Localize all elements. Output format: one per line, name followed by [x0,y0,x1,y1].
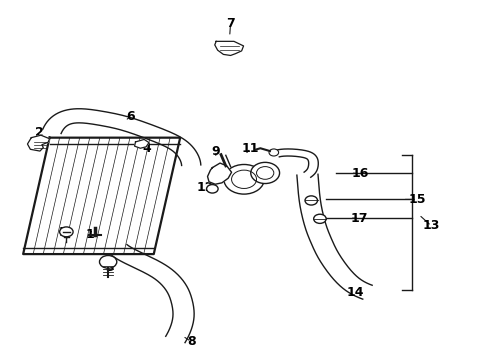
Circle shape [224,165,264,194]
Text: 14: 14 [347,287,364,300]
Circle shape [269,149,279,156]
Text: 12: 12 [197,181,214,194]
Circle shape [251,162,280,184]
Polygon shape [27,135,49,151]
Polygon shape [215,41,244,55]
Text: 3: 3 [105,261,114,274]
Polygon shape [23,138,180,254]
Text: 17: 17 [350,212,368,225]
Text: 13: 13 [423,219,440,232]
Text: 6: 6 [126,110,135,123]
Circle shape [60,227,73,237]
Text: 9: 9 [211,145,220,158]
Text: 2: 2 [35,126,44,139]
Text: 11: 11 [242,142,260,155]
Text: 5: 5 [59,226,68,239]
Circle shape [305,196,318,205]
Text: 4: 4 [142,142,151,155]
Circle shape [99,256,117,268]
Polygon shape [208,163,232,184]
Polygon shape [135,139,149,148]
Circle shape [207,185,218,193]
Text: 10: 10 [230,181,248,194]
Text: 1: 1 [86,228,95,241]
Text: 15: 15 [408,193,426,206]
Text: 16: 16 [351,167,369,180]
Text: 8: 8 [187,335,196,348]
Circle shape [314,214,326,224]
Text: 7: 7 [226,17,235,30]
